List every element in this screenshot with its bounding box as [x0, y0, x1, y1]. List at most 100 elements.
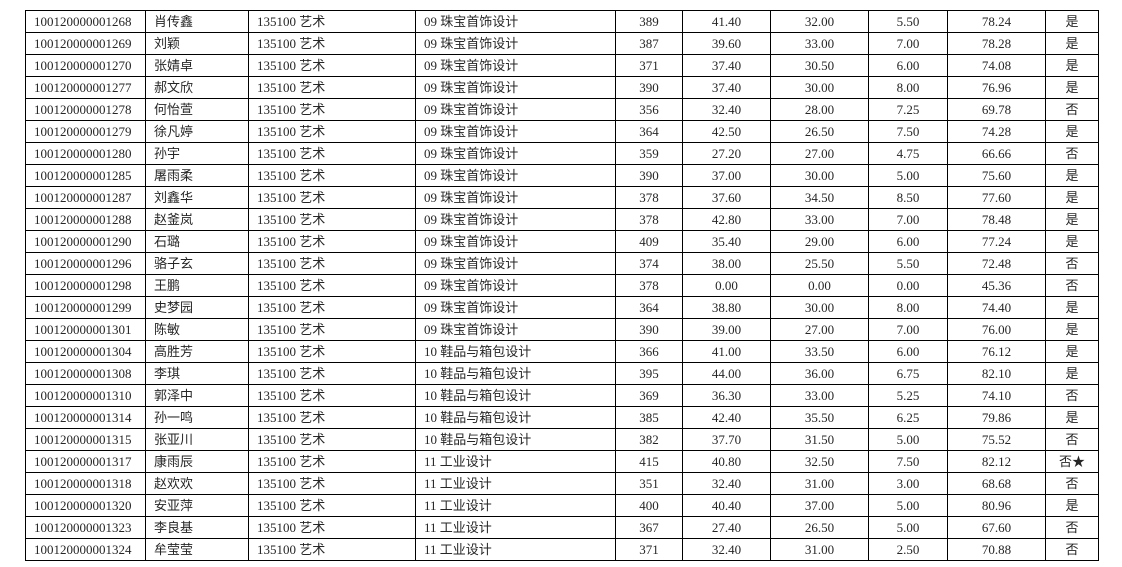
cell-score-3: 26.50	[770, 516, 869, 539]
cell-score-2: 41.40	[682, 10, 771, 33]
cell-initial-score: 366	[615, 340, 683, 363]
cell-admitted-flag: 否	[1045, 516, 1099, 539]
cell-direction: 09 珠宝首饰设计	[415, 318, 616, 341]
cell-total-score: 74.08	[947, 54, 1046, 77]
cell-major: 135100 艺术	[248, 32, 416, 55]
cell-score-3: 33.00	[770, 208, 869, 231]
cell-admitted-flag: 是	[1045, 230, 1099, 253]
cell-direction: 09 珠宝首饰设计	[415, 76, 616, 99]
cell-initial-score: 385	[615, 406, 683, 429]
cell-candidate-name: 安亚萍	[145, 494, 249, 517]
cell-score-4: 6.00	[868, 54, 948, 77]
cell-admitted-flag: 是	[1045, 120, 1099, 143]
cell-major: 135100 艺术	[248, 54, 416, 77]
cell-candidate-id: 100120000001320	[25, 494, 146, 517]
cell-direction: 10 鞋品与箱包设计	[415, 428, 616, 451]
table-row: 100120000001317 康雨辰 135100 艺术 11 工业设计 415 40.…	[25, 450, 1099, 473]
table-row: 100120000001310 郭泽中 135100 艺术 10 鞋品与箱包设计 369…	[25, 384, 1099, 407]
cell-candidate-name: 张亚川	[145, 428, 249, 451]
cell-score-3: 37.00	[770, 494, 869, 517]
cell-candidate-id: 100120000001314	[25, 406, 146, 429]
cell-admitted-flag: 否	[1045, 142, 1099, 165]
cell-candidate-id: 100120000001315	[25, 428, 146, 451]
cell-total-score: 67.60	[947, 516, 1046, 539]
cell-candidate-name: 李良基	[145, 516, 249, 539]
cell-candidate-name: 赵釜岚	[145, 208, 249, 231]
cell-score-3: 30.50	[770, 54, 869, 77]
cell-score-3: 31.00	[770, 472, 869, 495]
cell-candidate-id: 100120000001317	[25, 450, 146, 473]
cell-total-score: 78.28	[947, 32, 1046, 55]
cell-score-3: 32.50	[770, 450, 869, 473]
cell-candidate-name: 赵欢欢	[145, 472, 249, 495]
cell-total-score: 78.48	[947, 208, 1046, 231]
cell-direction: 10 鞋品与箱包设计	[415, 384, 616, 407]
cell-candidate-name: 骆子玄	[145, 252, 249, 275]
cell-candidate-name: 刘鑫华	[145, 186, 249, 209]
cell-admitted-flag: 是	[1045, 76, 1099, 99]
cell-score-4: 5.00	[868, 164, 948, 187]
cell-candidate-id: 100120000001296	[25, 252, 146, 275]
cell-total-score: 76.00	[947, 318, 1046, 341]
table-row: 100120000001287 刘鑫华 135100 艺术 09 珠宝首饰设计 378 3…	[25, 186, 1099, 209]
cell-major: 135100 艺术	[248, 340, 416, 363]
cell-major: 135100 艺术	[248, 186, 416, 209]
cell-major: 135100 艺术	[248, 208, 416, 231]
table-row: 100120000001296 骆子玄 135100 艺术 09 珠宝首饰设计 374 3…	[25, 252, 1099, 275]
cell-score-3: 34.50	[770, 186, 869, 209]
admission-score-table: 100120000001268 肖传鑫 135100 艺术 09 珠宝首饰设计 389 4…	[25, 10, 1099, 561]
cell-direction: 10 鞋品与箱包设计	[415, 406, 616, 429]
cell-initial-score: 400	[615, 494, 683, 517]
cell-candidate-id: 100120000001310	[25, 384, 146, 407]
cell-initial-score: 415	[615, 450, 683, 473]
cell-initial-score: 356	[615, 98, 683, 121]
cell-total-score: 75.60	[947, 164, 1046, 187]
cell-total-score: 72.48	[947, 252, 1046, 275]
cell-candidate-id: 100120000001301	[25, 318, 146, 341]
cell-initial-score: 374	[615, 252, 683, 275]
cell-score-2: 39.60	[682, 32, 771, 55]
cell-admitted-flag: 是	[1045, 494, 1099, 517]
cell-admitted-flag: 是	[1045, 318, 1099, 341]
cell-score-4: 2.50	[868, 538, 948, 561]
cell-score-2: 32.40	[682, 98, 771, 121]
cell-initial-score: 351	[615, 472, 683, 495]
cell-score-3: 29.00	[770, 230, 869, 253]
cell-score-3: 25.50	[770, 252, 869, 275]
table-row: 100120000001278 何怡萱 135100 艺术 09 珠宝首饰设计 356 3…	[25, 98, 1099, 121]
cell-major: 135100 艺术	[248, 516, 416, 539]
cell-direction: 09 珠宝首饰设计	[415, 230, 616, 253]
cell-initial-score: 390	[615, 76, 683, 99]
cell-major: 135100 艺术	[248, 98, 416, 121]
cell-score-4: 4.75	[868, 142, 948, 165]
cell-total-score: 68.68	[947, 472, 1046, 495]
cell-score-4: 0.00	[868, 274, 948, 297]
cell-direction: 11 工业设计	[415, 450, 616, 473]
cell-candidate-name: 何怡萱	[145, 98, 249, 121]
cell-score-3: 28.00	[770, 98, 869, 121]
cell-total-score: 75.52	[947, 428, 1046, 451]
cell-initial-score: 364	[615, 120, 683, 143]
table-row: 100120000001323 李良基 135100 艺术 11 工业设计 367 27.…	[25, 516, 1099, 539]
table-row: 100120000001314 孙一鸣 135100 艺术 10 鞋品与箱包设计 385…	[25, 406, 1099, 429]
cell-candidate-name: 肖传鑫	[145, 10, 249, 33]
cell-score-2: 42.80	[682, 208, 771, 231]
cell-score-4: 8.50	[868, 186, 948, 209]
cell-major: 135100 艺术	[248, 494, 416, 517]
cell-score-2: 38.00	[682, 252, 771, 275]
cell-candidate-id: 100120000001287	[25, 186, 146, 209]
cell-initial-score: 378	[615, 274, 683, 297]
cell-initial-score: 364	[615, 296, 683, 319]
cell-major: 135100 艺术	[248, 296, 416, 319]
cell-total-score: 70.88	[947, 538, 1046, 561]
cell-score-2: 41.00	[682, 340, 771, 363]
cell-direction: 09 珠宝首饰设计	[415, 10, 616, 33]
cell-candidate-name: 张婧卓	[145, 54, 249, 77]
cell-score-3: 0.00	[770, 274, 869, 297]
cell-candidate-id: 100120000001268	[25, 10, 146, 33]
cell-direction: 09 珠宝首饰设计	[415, 186, 616, 209]
cell-score-2: 37.40	[682, 54, 771, 77]
cell-score-4: 3.00	[868, 472, 948, 495]
cell-initial-score: 378	[615, 208, 683, 231]
cell-candidate-id: 100120000001304	[25, 340, 146, 363]
